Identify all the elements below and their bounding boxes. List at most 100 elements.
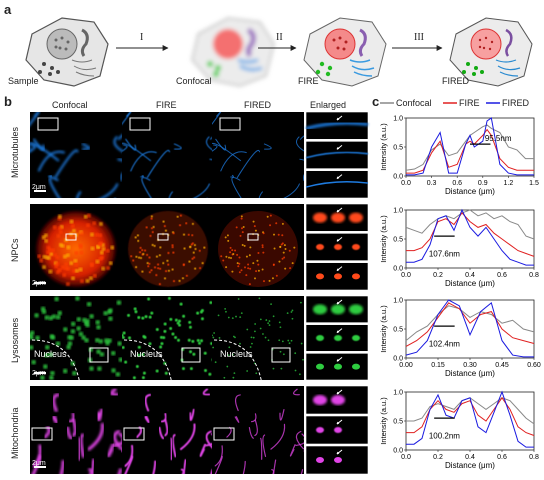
x-tick-label: 1.2 <box>504 180 514 187</box>
enlarged-r2-1 <box>305 324 369 352</box>
x-axis-label: Distance (μm) <box>445 369 495 378</box>
plot-frame <box>405 299 535 359</box>
series-line-fired <box>405 299 534 358</box>
arrow-icon <box>336 207 343 213</box>
enlarged-r0-0 <box>305 111 369 140</box>
micrograph-r1-c1 <box>122 204 214 290</box>
nucleus-label-1: Nucleus <box>34 349 67 359</box>
legend-fired: FIRED <box>502 98 529 108</box>
roi-box <box>219 117 241 131</box>
micrograph-r2-c0 <box>30 296 122 380</box>
arrow-3-label: III <box>414 32 424 43</box>
x-axis-label: Distance (μm) <box>445 279 495 288</box>
profile-chart-1: 0.0 0.3 0.6 0.9 1.2 1.5 0.0 0.5 1.0 Distance (μm)… <box>379 116 539 197</box>
nucleus-label-3: Nucleus <box>220 349 253 359</box>
micrograph-r3-c1 <box>122 386 214 474</box>
micrograph-r0-c2 <box>212 112 304 198</box>
series-line-fire <box>406 128 534 174</box>
roi-box <box>157 233 169 241</box>
arrow-icon <box>336 144 343 150</box>
arrow-icon <box>336 236 343 242</box>
fwhm-annotation: 100.2nm <box>429 431 460 440</box>
x-tick-label: 0.30 <box>463 362 477 369</box>
micrograph-r3-c0 <box>30 386 122 474</box>
y-tick-label: 0.5 <box>393 419 403 426</box>
x-tick-label: 0.6 <box>452 180 462 187</box>
enlarged-r3-0 <box>305 385 369 415</box>
x-tick-label: 0.8 <box>529 272 539 279</box>
x-tick-label: 1.5 <box>529 180 539 187</box>
enlarged-r1-1 <box>305 233 369 261</box>
x-tick-label: 0.9 <box>478 180 488 187</box>
y-tick-label: 0.5 <box>393 327 403 334</box>
legend <box>380 102 500 104</box>
plot-frame <box>405 209 535 269</box>
roi-box <box>271 347 291 363</box>
fwhm-annotation: 102.4nm <box>429 339 460 348</box>
series-line-fire <box>405 302 535 347</box>
micrograph-r2-c1 <box>122 296 214 380</box>
series-line-fired <box>406 390 534 448</box>
x-tick-label: 0.4 <box>465 272 475 279</box>
arrow-icon <box>336 266 343 272</box>
enlarged-r2-2 <box>305 353 369 381</box>
y-axis-label: Intensity (a.u.) <box>379 215 388 263</box>
profile-chart-4: 0.0 0.2 0.4 0.6 0.8 0.0 0.5 1.0 Distance (μm) Int… <box>379 390 539 471</box>
roi-box <box>37 117 59 131</box>
y-tick-label: 0.0 <box>393 174 403 181</box>
arrow-icon <box>336 356 343 362</box>
col-enlarged: Enlarged <box>310 100 347 110</box>
series-line-confocal <box>405 305 535 341</box>
step-sample: Sample <box>8 76 39 86</box>
y-tick-label: 1.0 <box>393 298 403 305</box>
y-tick-label: 0.5 <box>393 145 403 152</box>
arrow-2-label: II <box>276 32 283 43</box>
enlarged-r3-1 <box>305 415 369 445</box>
arrow-icon <box>336 299 343 305</box>
panel-a-letter: a <box>4 2 12 17</box>
roi-box <box>123 427 145 441</box>
y-tick-label: 0.0 <box>393 266 403 273</box>
x-tick-label: 0.6 <box>497 272 507 279</box>
step-fired: FIRED <box>442 76 469 86</box>
fwhm-annotation: 95.5nm <box>485 134 512 143</box>
scalebar <box>34 466 46 468</box>
enlarged-r0-2 <box>305 170 369 199</box>
profile-chart-3: 0.00 0.15 0.30 0.45 0.60 0.0 0.5 1.0 Distance (μ… <box>379 298 541 379</box>
series-line-confocal <box>405 209 535 240</box>
scalebar <box>34 282 46 284</box>
arrow-icon <box>336 174 343 180</box>
x-tick-label: 0.2 <box>433 454 443 461</box>
scalebar <box>34 190 46 192</box>
micrograph-r0-c1 <box>122 112 214 198</box>
arrow-icon <box>336 449 343 455</box>
y-axis-label: Intensity (a.u.) <box>379 123 388 171</box>
x-axis-label: Distance (μm) <box>445 461 495 470</box>
fwhm-annotation: 107.6nm <box>429 249 460 258</box>
panel-b-letter: b <box>4 94 12 109</box>
enlarged-r1-2 <box>305 262 369 291</box>
col-fire: FIRE <box>156 100 177 110</box>
step-fire: FIRE <box>298 76 319 86</box>
series-line-fire <box>406 212 535 257</box>
x-tick-label: 0.00 <box>399 362 413 369</box>
x-tick-label: 0.15 <box>431 362 445 369</box>
arrow-icon <box>336 328 343 334</box>
y-axis-label: Intensity (a.u.) <box>379 397 388 445</box>
sample-cell <box>25 17 109 87</box>
y-tick-label: 0.0 <box>393 356 403 363</box>
col-confocal: Confocal <box>52 100 88 110</box>
x-tick-label: 0.2 <box>433 272 443 279</box>
y-tick-label: 1.0 <box>393 208 403 215</box>
x-tick-label: 0.8 <box>529 454 539 461</box>
roi-box <box>129 117 151 131</box>
col-fired: FIRED <box>244 100 271 110</box>
roi-box <box>213 427 235 441</box>
enlarged-r1-0 <box>305 203 369 232</box>
scalebar-label-2: 2μm <box>32 280 46 287</box>
micrograph-r2-c2 <box>212 296 304 380</box>
series-line-fired <box>406 117 534 176</box>
arrow-icon <box>336 115 343 121</box>
scalebar-label-3: 2μm <box>32 370 46 377</box>
micrograph-r1-c2 <box>212 204 304 290</box>
